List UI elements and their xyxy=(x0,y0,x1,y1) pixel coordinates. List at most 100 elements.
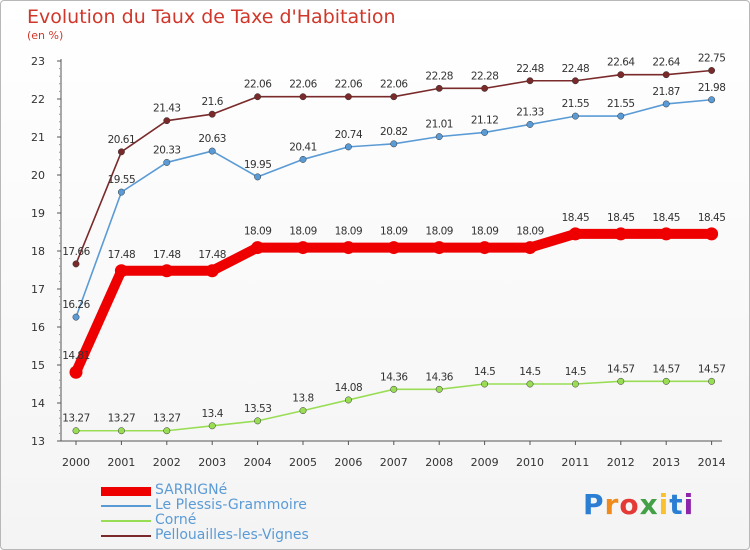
y-tick-label: 23 xyxy=(31,55,45,68)
data-point xyxy=(705,227,719,241)
data-label: 22.06 xyxy=(289,79,317,91)
data-point xyxy=(390,140,398,148)
x-tick-label: 2005 xyxy=(289,456,317,469)
data-label: 18.09 xyxy=(289,226,317,238)
legend-swatch xyxy=(101,505,151,507)
data-label: 17.48 xyxy=(153,249,181,261)
y-tick-label: 17 xyxy=(31,283,45,296)
chart-legend: SARRIGNé Le Plessis-Grammoire Corné Pelloua… xyxy=(101,482,361,544)
data-label: 16.26 xyxy=(62,299,90,311)
data-point xyxy=(72,427,80,435)
data-label: 21.55 xyxy=(562,98,590,110)
data-point xyxy=(117,148,125,156)
x-tick-label: 2000 xyxy=(62,456,90,469)
data-point xyxy=(72,260,80,268)
data-label: 13.8 xyxy=(292,393,313,405)
legend-label: SARRIGNé xyxy=(155,482,228,498)
data-label: 13.27 xyxy=(153,413,181,425)
x-tick-label: 2013 xyxy=(652,456,680,469)
y-tick-label: 15 xyxy=(31,359,45,372)
data-label: 14.36 xyxy=(425,371,453,383)
data-label: 18.45 xyxy=(607,212,635,224)
x-tick-label: 2006 xyxy=(334,456,362,469)
y-tick-label: 13 xyxy=(31,435,45,448)
logo-letter: o xyxy=(619,488,640,521)
chart-axes: 13 14 15 16 17 18 19 20 21 22 23 2000 2001 2002 2003 20… xyxy=(31,55,726,469)
legend-item: SARRIGNé xyxy=(101,482,361,499)
data-label: 20.41 xyxy=(289,141,317,153)
data-point xyxy=(344,396,352,404)
x-tick-label: 2004 xyxy=(244,456,272,469)
data-point xyxy=(571,112,579,120)
data-label: 18.09 xyxy=(380,226,408,238)
data-point xyxy=(254,173,262,181)
data-point xyxy=(163,427,171,435)
x-tick-label: 2010 xyxy=(516,456,544,469)
data-label: 22.75 xyxy=(698,53,726,65)
legend-swatch xyxy=(101,486,151,496)
data-label: 21.01 xyxy=(425,119,453,131)
y-tick-label: 19 xyxy=(31,207,45,220)
y-tick-label: 16 xyxy=(31,321,45,334)
legend-swatch xyxy=(101,520,151,522)
data-label: 13.4 xyxy=(202,408,224,420)
data-point xyxy=(163,159,171,166)
chart-title: Evolution du Taux de Taxe d'Habitation xyxy=(27,6,396,28)
data-point xyxy=(205,264,219,278)
data-label: 22.64 xyxy=(607,57,635,69)
data-point xyxy=(299,93,307,101)
data-label: 14.57 xyxy=(607,363,635,375)
data-point xyxy=(526,380,534,388)
data-point xyxy=(117,427,125,435)
data-point xyxy=(481,380,489,388)
data-label: 14.5 xyxy=(519,366,540,378)
data-point xyxy=(571,380,579,388)
data-point xyxy=(72,313,80,321)
data-label: 22.28 xyxy=(471,70,499,82)
data-label: 19.55 xyxy=(108,174,136,186)
data-label: 13.27 xyxy=(108,413,136,425)
data-point xyxy=(708,96,716,104)
data-label: 21.6 xyxy=(202,96,224,108)
chart-data-labels: 17.66 20.61 21.43 21.6 22.06 22.06 22.06 22.06 2… xyxy=(62,53,726,425)
y-tick-label: 18 xyxy=(31,245,45,258)
data-label: 22.48 xyxy=(562,63,590,75)
data-label: 19.95 xyxy=(244,159,272,171)
data-point xyxy=(344,143,352,151)
data-label: 22.28 xyxy=(425,70,453,82)
x-tick-label: 2014 xyxy=(698,456,726,469)
data-point xyxy=(254,417,262,425)
data-point xyxy=(344,93,352,101)
data-label: 18.09 xyxy=(335,226,363,238)
x-tick-label: 2009 xyxy=(471,456,499,469)
x-tick-label: 2001 xyxy=(107,456,135,469)
data-point xyxy=(251,241,265,255)
logo-letter: i xyxy=(658,488,670,521)
legend-swatch xyxy=(101,535,151,537)
data-point xyxy=(662,100,670,108)
data-point xyxy=(526,77,534,85)
data-point xyxy=(617,112,625,120)
data-point xyxy=(208,147,216,155)
data-label: 13.53 xyxy=(244,403,272,415)
data-label: 14.57 xyxy=(652,363,680,375)
data-point xyxy=(254,93,262,101)
data-label: 18.09 xyxy=(471,226,499,238)
x-tick-label: 2002 xyxy=(153,456,181,469)
data-point xyxy=(432,241,446,255)
data-point xyxy=(208,422,216,430)
data-label: 21.43 xyxy=(153,103,181,115)
y-tick-label: 14 xyxy=(31,397,45,410)
proxiti-logo: Proxiti xyxy=(583,488,694,521)
data-point xyxy=(299,155,307,163)
data-label: 21.87 xyxy=(652,86,680,98)
data-label: 20.33 xyxy=(153,144,181,156)
data-label: 20.82 xyxy=(380,126,408,138)
logo-letter: r xyxy=(604,488,620,521)
data-point xyxy=(69,365,83,379)
x-tick-label: 2008 xyxy=(425,456,453,469)
data-point xyxy=(523,241,537,255)
data-label: 22.64 xyxy=(652,57,680,69)
data-point xyxy=(208,110,216,118)
logo-letter: t xyxy=(669,488,684,521)
